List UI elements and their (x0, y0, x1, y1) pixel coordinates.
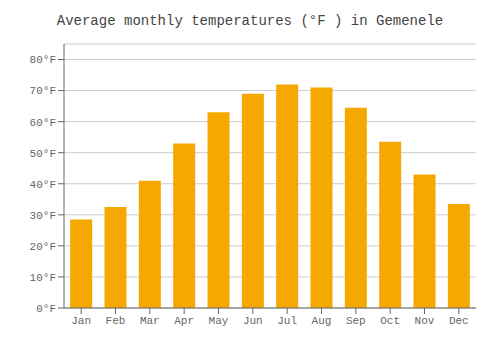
svg-text:Sep: Sep (346, 315, 366, 327)
svg-text:10°F: 10°F (30, 272, 56, 284)
svg-text:30°F: 30°F (30, 210, 56, 222)
svg-text:May: May (209, 315, 229, 327)
svg-text:80°F: 80°F (30, 54, 56, 66)
svg-text:Apr: Apr (174, 315, 194, 327)
svg-text:Oct: Oct (380, 315, 400, 327)
svg-text:0°F: 0°F (36, 303, 56, 315)
svg-text:70°F: 70°F (30, 85, 56, 97)
svg-text:Dec: Dec (449, 315, 469, 327)
svg-text:Jul: Jul (277, 315, 297, 327)
svg-text:Jun: Jun (243, 315, 263, 327)
svg-text:40°F: 40°F (30, 179, 56, 191)
svg-text:Nov: Nov (415, 315, 435, 327)
html-text:Average monthly temperatures (: Average monthly temperatures (°F ) in Ge… (56, 13, 444, 29)
svg-text:Mar: Mar (140, 315, 160, 327)
svg-text:20°F: 20°F (30, 241, 56, 253)
svg-text:Jan: Jan (71, 315, 91, 327)
svg-text:Aug: Aug (312, 315, 332, 327)
svg-text:50°F: 50°F (30, 148, 56, 160)
svg-text:60°F: 60°F (30, 117, 56, 129)
svg-text:Feb: Feb (106, 315, 126, 327)
